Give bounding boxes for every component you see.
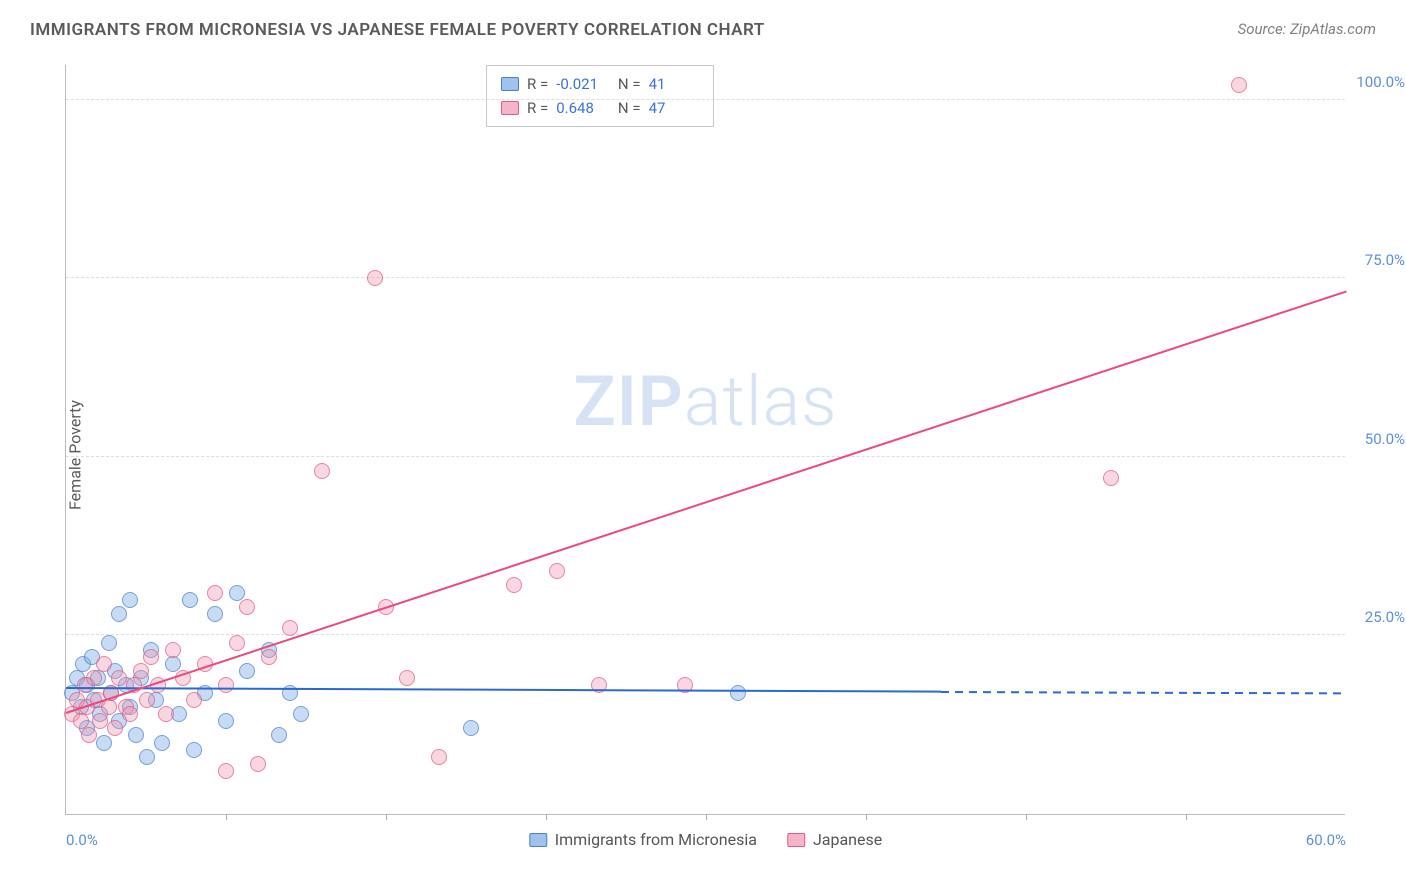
data-point (182, 592, 198, 608)
series-legend: Immigrants from Micronesia Japanese (529, 830, 882, 849)
data-point (239, 599, 255, 615)
x-tick (1186, 814, 1187, 820)
data-point (1231, 77, 1247, 93)
data-point (111, 606, 127, 622)
data-point (101, 635, 117, 651)
n-value: 41 (649, 72, 699, 96)
data-point (207, 606, 223, 622)
gridline (66, 99, 1345, 100)
y-tick-label: 75.0% (1365, 251, 1405, 269)
legend-swatch (529, 833, 547, 847)
legend-label: Immigrants from Micronesia (555, 830, 757, 849)
x-tick (386, 814, 387, 820)
legend-swatch (787, 833, 805, 847)
data-point (86, 670, 102, 686)
x-tick (546, 814, 547, 820)
data-point (92, 713, 108, 729)
trend-line (941, 691, 1346, 694)
trend-line (66, 291, 1347, 714)
y-tick-label: 50.0% (1365, 430, 1405, 448)
watermark: ZIPatlas (573, 361, 837, 443)
y-tick-label: 25.0% (1365, 608, 1405, 626)
data-point (139, 692, 155, 708)
data-point (154, 735, 170, 751)
chart-container: Female Poverty ZIPatlas R = -0.021 N = 4… (30, 55, 1380, 855)
data-point (207, 585, 223, 601)
data-point (186, 742, 202, 758)
r-label: R = (527, 72, 548, 96)
data-point (229, 635, 245, 651)
gridline (66, 456, 1345, 457)
data-point (218, 713, 234, 729)
gridline (66, 277, 1345, 278)
data-point (165, 656, 181, 672)
correlation-legend: R = -0.021 N = 41R = 0.648 N = 47 (486, 65, 714, 127)
data-point (107, 720, 123, 736)
x-tick-label: 0.0% (66, 831, 98, 849)
data-point (143, 649, 159, 665)
data-point (128, 727, 144, 743)
data-point (506, 577, 522, 593)
data-point (96, 735, 112, 751)
data-point (367, 270, 383, 286)
x-tick-label: 60.0% (1306, 831, 1346, 849)
data-point (250, 756, 266, 772)
data-point (111, 670, 127, 686)
data-point (186, 692, 202, 708)
legend-item: Immigrants from Micronesia (529, 830, 757, 849)
data-point (1103, 470, 1119, 486)
chart-title: IMMIGRANTS FROM MICRONESIA VS JAPANESE F… (30, 20, 765, 40)
data-point (431, 749, 447, 765)
data-point (314, 463, 330, 479)
data-point (730, 685, 746, 701)
data-point (218, 677, 234, 693)
legend-label: Japanese (813, 830, 882, 849)
data-point (158, 706, 174, 722)
data-point (271, 727, 287, 743)
data-point (133, 663, 149, 679)
x-tick (226, 814, 227, 820)
data-point (122, 706, 138, 722)
data-point (218, 763, 234, 779)
data-point (282, 620, 298, 636)
scatter-plot: ZIPatlas R = -0.021 N = 41R = 0.648 N = … (65, 65, 1345, 815)
x-tick (866, 814, 867, 820)
legend-row: R = -0.021 N = 41 (501, 72, 699, 96)
data-point (463, 720, 479, 736)
data-point (261, 649, 277, 665)
data-point (81, 727, 97, 743)
data-point (122, 592, 138, 608)
gridline (66, 634, 1345, 635)
data-point (399, 670, 415, 686)
data-point (165, 642, 181, 658)
x-tick (706, 814, 707, 820)
data-point (549, 563, 565, 579)
x-tick (1026, 814, 1027, 820)
legend-swatch (501, 101, 519, 115)
y-tick-label: 100.0% (1356, 73, 1405, 91)
data-point (139, 749, 155, 765)
legend-item: Japanese (787, 830, 882, 849)
legend-swatch (501, 77, 519, 91)
source-attribution: Source: ZipAtlas.com (1238, 20, 1376, 38)
data-point (239, 663, 255, 679)
n-label: N = (614, 72, 640, 96)
data-point (293, 706, 309, 722)
data-point (229, 585, 245, 601)
r-value: -0.021 (556, 72, 606, 96)
data-point (96, 656, 112, 672)
